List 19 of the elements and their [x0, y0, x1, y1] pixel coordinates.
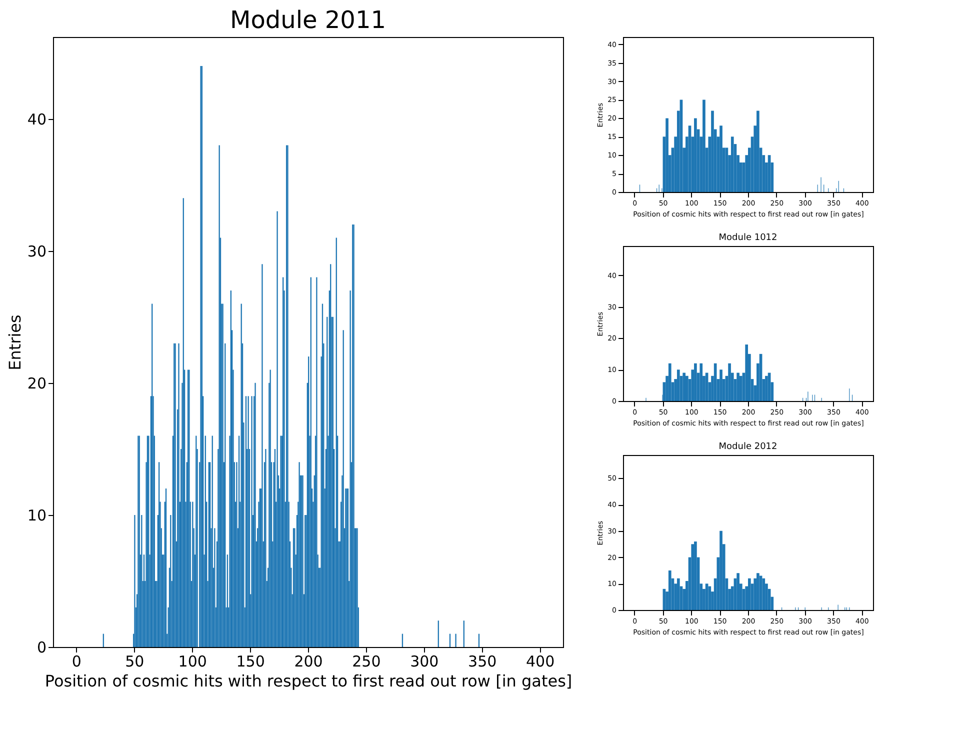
- x-tick-label: 300: [410, 652, 439, 670]
- x-tick-label: 50: [125, 652, 144, 670]
- x-tick-label: 250: [352, 652, 381, 670]
- y-axis-title: Entries: [5, 314, 24, 370]
- x-tick-label: 150: [236, 652, 265, 670]
- x-axis-title: Position of cosmic hits with respect to first read out row [in gates]: [44, 672, 572, 690]
- chart-title: Module 2012: [718, 442, 778, 452]
- x-tick-label: 100: [178, 652, 207, 670]
- y-tick-label: 20: [27, 374, 46, 392]
- x-tick-label: 0: [72, 652, 82, 670]
- x-tick-label: 200: [294, 652, 323, 670]
- chart-title: Module 1012: [718, 233, 778, 243]
- chart-title: Module 2011: [230, 6, 386, 34]
- y-tick-label: 40: [27, 110, 46, 128]
- y-tick-label: 0: [36, 638, 46, 656]
- y-tick-label: 30: [27, 242, 46, 260]
- x-tick-label: 400: [526, 652, 555, 670]
- y-tick-label: 10: [27, 506, 46, 524]
- x-tick-label: 350: [468, 652, 497, 670]
